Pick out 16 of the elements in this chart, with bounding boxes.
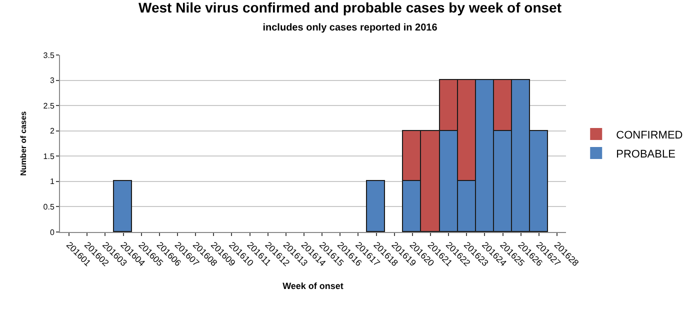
y-tick-label: 3: [50, 76, 55, 86]
y-tick-label: 3.5: [43, 50, 55, 60]
y-tick-label: 0.5: [43, 202, 55, 212]
y-tick-label: 2: [50, 126, 55, 136]
y-tick-label: 2.5: [43, 101, 55, 110]
chart-subtitle: includes only cases reported in 2016: [262, 22, 438, 34]
y-tick-label: 1.5: [43, 152, 55, 161]
bar: [113, 180, 132, 232]
legend-label: PROBABLE: [616, 148, 676, 160]
y-tick-label: 1: [50, 177, 55, 186]
y-axis-title: Number of cases: [18, 110, 28, 176]
bar: [366, 180, 385, 232]
x-axis-title: Week of onset: [282, 280, 344, 291]
y-tick-label: 0: [50, 228, 55, 237]
chart-title: West Nile virus confirmed and probable cases by week of onset: [138, 0, 562, 16]
legend-label: CONFIRMED: [616, 129, 683, 142]
